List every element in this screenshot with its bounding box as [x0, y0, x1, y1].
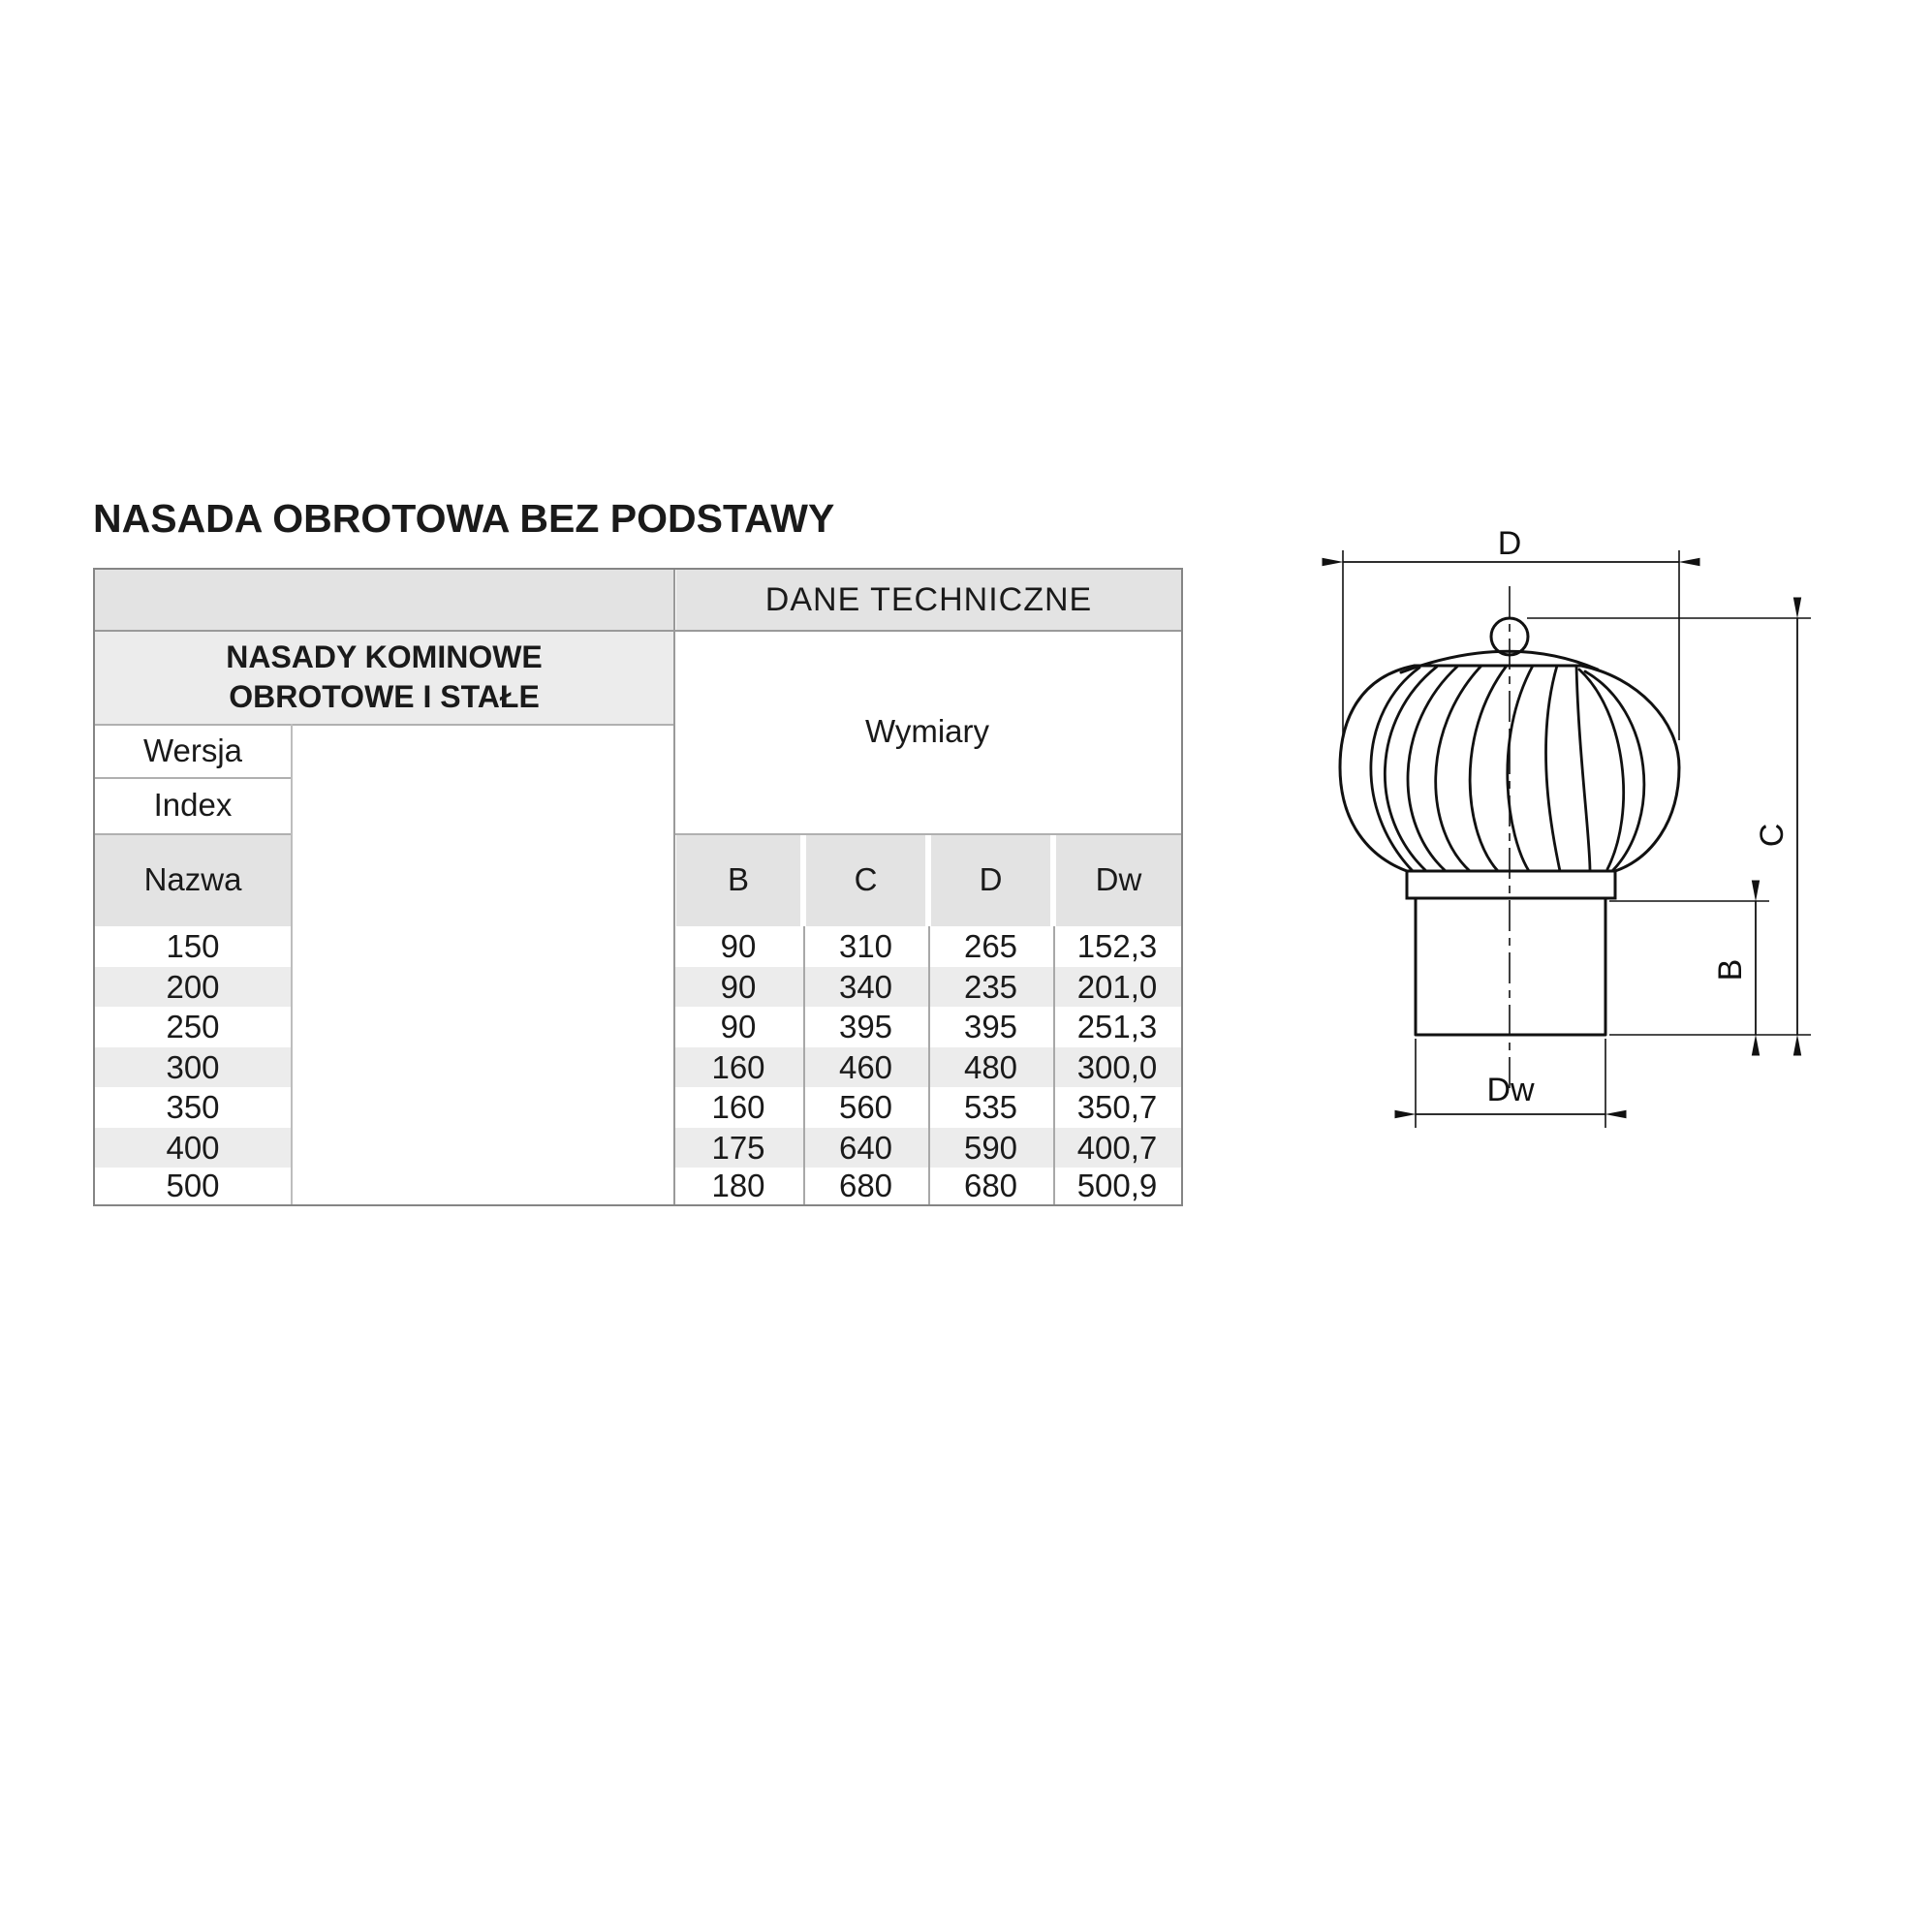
- cell-nazwa: 150: [166, 928, 220, 964]
- cell-dw: 300,0: [1053, 1047, 1181, 1087]
- grid-vline: [803, 926, 805, 1204]
- grid-hline: [673, 833, 1181, 835]
- cell-b: 175: [673, 1128, 803, 1168]
- cowl-body-right: [1579, 664, 1681, 873]
- cell-b: 90: [720, 1009, 757, 1044]
- row-label-wersja: Wersja: [142, 732, 243, 768]
- group-header-nasady-kominowe: NASADY KOMINOWE OBROTOWE I STAŁE: [95, 630, 673, 724]
- cell-d: 480: [928, 1047, 1053, 1087]
- cell-d: 265: [963, 928, 1018, 964]
- cell-nazwa: 400: [95, 1128, 291, 1168]
- dim-label-d: D: [1498, 525, 1522, 562]
- cell-d: 590: [928, 1128, 1053, 1168]
- cell-dw: 201,0: [1053, 967, 1181, 1007]
- row-label-index: Index: [153, 787, 233, 823]
- section-header-dane-techniczne: DANE TECHNICZNE: [676, 570, 1181, 630]
- page-title: NASADA OBROTOWA BEZ PODSTAWY: [93, 496, 835, 541]
- grid-vline: [928, 926, 930, 1204]
- cell-nazwa: 200: [95, 967, 291, 1007]
- cell-nazwa: 300: [95, 1047, 291, 1087]
- cell-d: 395: [963, 1009, 1018, 1044]
- dim-c-extension-lines: [1527, 617, 1811, 1036]
- cowl-body-left: [1338, 664, 1417, 873]
- cell-nazwa: 350: [166, 1089, 220, 1125]
- row-label-nazwa: Nazwa: [95, 833, 291, 926]
- dim-label-dw: Dw: [1486, 1072, 1535, 1108]
- corner-header-cell: [95, 570, 673, 630]
- cell-b: 90: [720, 928, 757, 964]
- grid-hline: [95, 724, 673, 726]
- dim-d-extension-lines: [1342, 550, 1680, 740]
- cell-dw: 251,3: [1076, 1009, 1158, 1044]
- grid-hline: [95, 777, 291, 779]
- cell-dw: 350,7: [1076, 1089, 1158, 1125]
- cell-c: 460: [803, 1047, 928, 1087]
- cell-d: 235: [928, 967, 1053, 1007]
- cell-nazwa: 500: [166, 1168, 220, 1203]
- cell-dw: 152,3: [1076, 928, 1158, 964]
- cell-dw: 500,9: [1076, 1168, 1158, 1203]
- cell-b: 90: [673, 967, 803, 1007]
- cell-b: 160: [711, 1089, 765, 1125]
- grid-vline: [1053, 926, 1055, 1204]
- cowl-collar: [1405, 869, 1617, 900]
- col-header-dw: Dw: [1056, 833, 1181, 926]
- cell-c: 310: [838, 928, 893, 964]
- grid-vline: [673, 570, 675, 1204]
- cowl-top-cap: [1399, 649, 1600, 674]
- dim-label-c: C: [1754, 824, 1791, 848]
- spec-table: DANE TECHNICZNE NASADY KOMINOWE OBROTOWE…: [93, 568, 1183, 1206]
- cell-b: 180: [711, 1168, 765, 1203]
- grid-hline: [95, 630, 1181, 632]
- col-header-d: D: [931, 833, 1050, 926]
- col-header-c: C: [806, 833, 925, 926]
- wymiary-merged-cell: Wymiary: [864, 713, 990, 749]
- grid-hline: [95, 833, 291, 835]
- cell-nazwa: 250: [166, 1009, 220, 1044]
- dim-label-b: B: [1712, 959, 1749, 982]
- cell-c: 340: [803, 967, 928, 1007]
- group-header-line2: OBROTOWE I STAŁE: [229, 678, 540, 714]
- cell-d: 535: [963, 1089, 1018, 1125]
- cell-c: 640: [803, 1128, 928, 1168]
- cell-c: 680: [838, 1168, 893, 1203]
- col-header-b: B: [676, 833, 800, 926]
- cell-b: 160: [673, 1047, 803, 1087]
- cell-dw: 400,7: [1053, 1128, 1181, 1168]
- cowl-vanes: [1369, 664, 1646, 873]
- group-header-line1: NASADY KOMINOWE: [226, 639, 543, 674]
- cell-d: 680: [963, 1168, 1018, 1203]
- cowl-knob: [1489, 616, 1530, 657]
- cell-c: 560: [838, 1089, 893, 1125]
- grid-vline: [291, 724, 293, 1204]
- technical-drawing: D C B Dw: [1322, 525, 1811, 1128]
- cell-c: 395: [838, 1009, 893, 1044]
- cowl-pipe: [1414, 896, 1607, 1037]
